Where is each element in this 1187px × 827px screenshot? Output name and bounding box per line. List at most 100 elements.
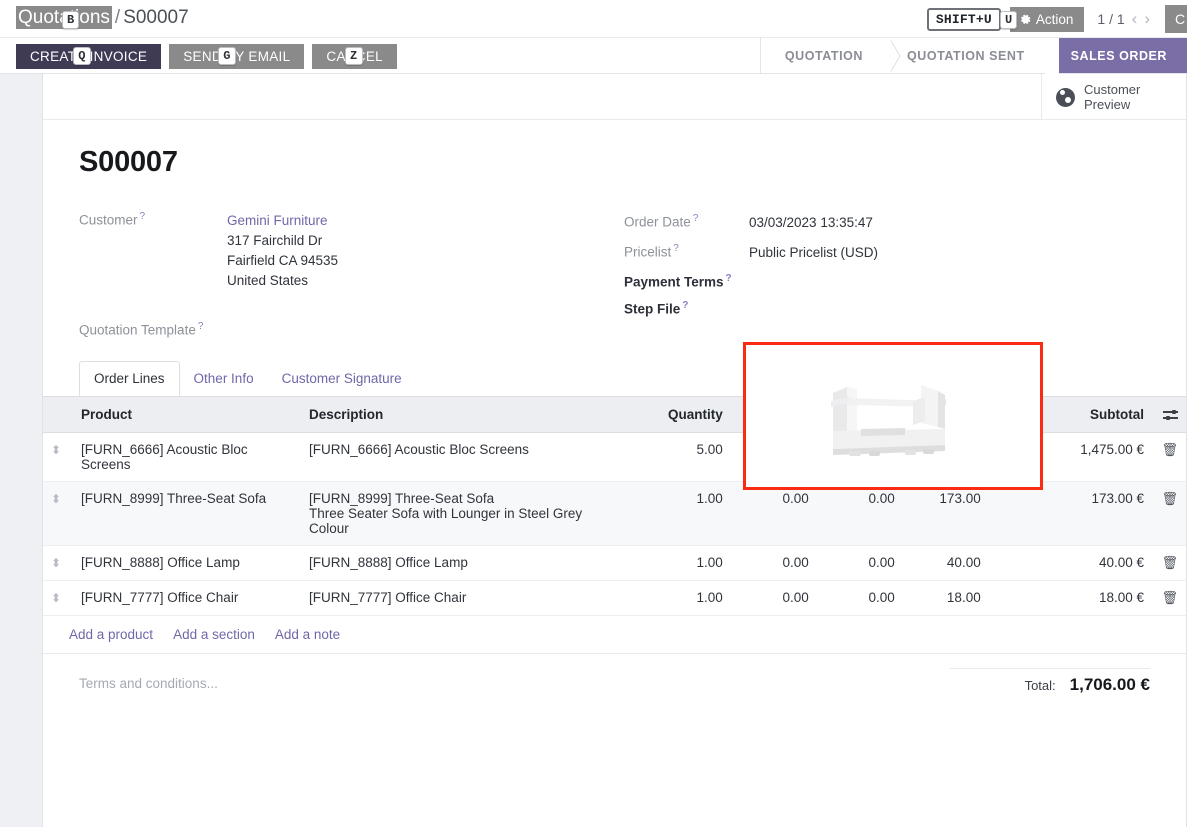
cell-quantity[interactable]: 5.00 xyxy=(644,432,731,482)
trash-icon[interactable]: 🗑 xyxy=(1161,589,1178,605)
sliders-icon[interactable] xyxy=(1163,408,1178,421)
trash-icon[interactable]: 🗑 xyxy=(1161,441,1178,457)
help-icon[interactable]: ? xyxy=(139,211,146,222)
form-sheet: Customer Preview S00007 Customer? Gemini… xyxy=(42,74,1187,827)
field-value[interactable]: 03/03/2023 13:35:47 xyxy=(749,215,873,230)
total-value: 1,706.00 € xyxy=(1069,674,1150,694)
col-quantity[interactable]: Quantity xyxy=(644,395,731,433)
cell-invoiced[interactable]: 0.00 xyxy=(816,545,903,581)
cell-unit-price[interactable]: 40.00 xyxy=(902,545,989,581)
action-menu-label: Action xyxy=(1035,11,1074,27)
add-links-cell: Add a product Add a section Add a note xyxy=(43,615,1186,654)
cell-taxes[interactable] xyxy=(988,481,1042,546)
cell-description[interactable]: [FURN_8888] Office Lamp xyxy=(301,545,645,581)
cell-taxes[interactable] xyxy=(988,580,1042,616)
drag-handle-icon[interactable]: ⬍ xyxy=(51,590,62,605)
field-payment-terms: Payment Terms? xyxy=(624,271,1150,290)
status-stage-quotation[interactable]: QUOTATION xyxy=(760,38,883,73)
drag-handle-icon[interactable]: ⬍ xyxy=(51,442,62,457)
cell-unit-price[interactable]: 18.00 xyxy=(902,580,989,616)
cell-subtotal[interactable]: 1,475.00 € xyxy=(1042,432,1152,482)
help-icon[interactable]: ? xyxy=(692,213,699,224)
breadcrumb-current: S00007 xyxy=(123,7,189,28)
cad-bracket-model-icon xyxy=(831,385,946,456)
cell-product[interactable]: [FURN_8888] Office Lamp xyxy=(73,545,301,581)
cell-product[interactable]: [FURN_6666] Acoustic Bloc Screens xyxy=(73,432,301,482)
field-customer-value: Gemini Furniture 317 Fairchild Dr Fairfi… xyxy=(227,209,338,291)
tab-customer-signature[interactable]: Customer Signature xyxy=(281,370,402,386)
col-subtotal[interactable]: Subtotal xyxy=(1042,395,1152,433)
trash-icon[interactable]: 🗑 xyxy=(1161,490,1178,506)
row-delete-button[interactable]: 🗑 xyxy=(1152,580,1186,616)
cell-product[interactable]: [FURN_7777] Office Chair xyxy=(73,580,301,616)
cell-subtotal[interactable]: 173.00 € xyxy=(1042,481,1152,546)
customer-preview-button[interactable]: Customer Preview xyxy=(1041,74,1186,120)
row-drag-handle[interactable]: ⬍ xyxy=(43,432,73,482)
table-row[interactable]: ⬍ [FURN_8999] Three-Seat Sofa [FURN_8999] … xyxy=(43,481,1186,546)
cell-description[interactable]: [FURN_8999] Three-Seat Sofa Three Seater … xyxy=(301,481,645,546)
row-drag-handle[interactable]: ⬍ xyxy=(43,545,73,581)
shift-u-badge: SHIFT+U xyxy=(926,7,1001,31)
form-column-left: Customer? Gemini Furniture 317 Fairchild… xyxy=(79,209,624,341)
cell-quantity[interactable]: 1.00 xyxy=(644,580,731,616)
col-product[interactable]: Product xyxy=(73,395,301,433)
table-row[interactable]: ⬍ [FURN_7777] Office Chair [FURN_7777] Off… xyxy=(43,580,1186,616)
button-send-by-email[interactable]: SEND BY EMAIL G xyxy=(169,44,305,69)
help-icon[interactable]: ? xyxy=(197,321,204,332)
status-stage-sales-order[interactable]: SALES ORDER xyxy=(1044,38,1187,73)
trash-icon[interactable]: 🗑 xyxy=(1161,554,1178,570)
row-delete-button[interactable]: 🗑 xyxy=(1152,481,1186,546)
cell-description[interactable]: [FURN_6666] Acoustic Bloc Screens xyxy=(301,432,645,482)
col-description[interactable]: Description xyxy=(301,395,645,433)
cell-taxes[interactable] xyxy=(988,545,1042,581)
link-add-a-section[interactable]: Add a section xyxy=(173,626,255,642)
button-cancel[interactable]: CANCELZ xyxy=(312,44,397,69)
field-value[interactable]: Public Pricelist (USD) xyxy=(749,245,879,260)
cell-quantity[interactable]: 1.00 xyxy=(644,545,731,581)
pager-next-icon[interactable]: › xyxy=(1144,9,1150,28)
help-icon[interactable]: ? xyxy=(725,273,732,284)
tab-other-info[interactable]: Other Info xyxy=(193,370,254,386)
cell-delivered[interactable]: 0.00 xyxy=(730,580,817,616)
button-create-invoice[interactable]: CREATE INVOICE Q xyxy=(16,44,162,69)
status-stage-quotation-sent[interactable]: QUOTATION SENT xyxy=(883,38,1045,73)
cell-description[interactable]: [FURN_7777] Office Chair xyxy=(301,580,645,616)
cell-product[interactable]: [FURN_8999] Three-Seat Sofa xyxy=(73,481,301,546)
total-label: Total: xyxy=(1024,677,1056,693)
cell-subtotal[interactable]: 18.00 € xyxy=(1042,580,1152,616)
col-options[interactable] xyxy=(1152,395,1186,433)
pager-prev-icon[interactable]: ‹ xyxy=(1131,9,1138,28)
terms-and-conditions-input[interactable]: Terms and conditions... xyxy=(79,675,218,691)
description-line: [FURN_7777] Office Chair xyxy=(309,589,467,605)
row-drag-handle[interactable]: ⬍ xyxy=(43,580,73,616)
pager-value: 1 / 1 xyxy=(1097,11,1125,27)
cell-quantity[interactable]: 1.00 xyxy=(644,481,731,546)
cell-invoiced[interactable]: 0.00 xyxy=(816,481,903,546)
customer-address-line-1: 317 Fairchild Dr xyxy=(227,233,323,248)
help-icon[interactable]: ? xyxy=(673,243,679,254)
link-add-a-note[interactable]: Add a note xyxy=(274,626,341,642)
help-icon[interactable]: ? xyxy=(682,299,689,311)
cell-subtotal[interactable]: 40.00 € xyxy=(1042,545,1152,581)
row-delete-button[interactable]: 🗑 xyxy=(1152,432,1186,482)
field-customer: Customer? Gemini Furniture 317 Fairchild… xyxy=(79,209,624,291)
drag-handle-icon[interactable]: ⬍ xyxy=(51,491,62,506)
keycap-badge-action: U xyxy=(1000,11,1018,29)
col-handle xyxy=(43,395,73,433)
tab-order-lines[interactable]: Order Lines xyxy=(79,360,180,396)
row-delete-button[interactable]: 🗑 xyxy=(1152,545,1186,581)
table-row[interactable]: ⬍ [FURN_8888] Office Lamp [FURN_8888] Offi… xyxy=(43,545,1186,581)
cell-delivered[interactable]: 0.00 xyxy=(730,545,817,581)
overflow-button[interactable]: C xyxy=(1165,5,1187,33)
description-line: [FURN_8999] Three-Seat Sofa xyxy=(309,490,495,506)
cell-delivered[interactable]: 0.00 xyxy=(730,481,817,546)
cell-unit-price[interactable]: 173.00 xyxy=(902,481,989,546)
customer-link[interactable]: Gemini Furniture xyxy=(227,213,328,228)
button-label: SEND BY EMAIL xyxy=(183,49,291,64)
step-file-preview[interactable] xyxy=(743,342,1043,490)
row-drag-handle[interactable]: ⬍ xyxy=(43,481,73,546)
cell-invoiced[interactable]: 0.00 xyxy=(816,580,903,616)
drag-handle-icon[interactable]: ⬍ xyxy=(51,555,62,570)
link-add-a-product[interactable]: Add a product xyxy=(69,626,154,642)
action-menu-button[interactable]: Action xyxy=(1009,6,1085,32)
